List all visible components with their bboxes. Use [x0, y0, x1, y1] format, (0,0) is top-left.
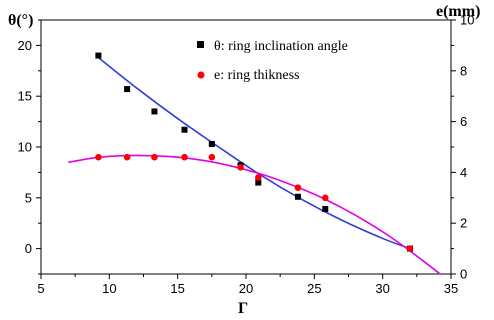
legend-label-theta: θ: ring inclination angle: [214, 39, 348, 54]
data-point-theta: [255, 179, 262, 186]
data-point-theta: [322, 205, 329, 212]
y-right-tick-label: 2: [460, 216, 467, 231]
y-right-tick-label: 0: [460, 267, 467, 282]
data-point-e: [151, 153, 158, 161]
x-tick-label: 15: [170, 281, 184, 296]
data-point-e: [294, 184, 302, 191]
y-right-tick-label: 10: [460, 13, 474, 28]
data-point-theta: [95, 52, 102, 59]
data-points: [95, 52, 414, 252]
legend-label-e: e: ring thikness: [214, 68, 300, 83]
y-left-tick-label: 5: [25, 190, 32, 205]
data-point-e: [181, 153, 188, 161]
y-left-tick-label: 0: [25, 241, 32, 256]
legend: θ: ring inclination angle e: ring thikne…: [197, 39, 348, 83]
y-left-tick-label: 15: [18, 89, 32, 104]
data-point-e: [95, 153, 102, 161]
data-point-e: [321, 194, 329, 202]
x-tick-label: 20: [239, 281, 253, 296]
y-right-tick-label: 6: [460, 114, 467, 129]
x-axis-title: Γ: [238, 300, 248, 317]
data-point-e: [254, 174, 262, 181]
data-point-e: [237, 164, 244, 171]
x-tick-label: 25: [307, 281, 321, 296]
x-tick-label: 30: [375, 281, 389, 296]
legend-marker-theta: [197, 41, 204, 48]
y-left-axis-title: θ(°): [8, 12, 33, 29]
data-point-e: [208, 153, 216, 161]
y-right-axis-title: e(mm): [436, 3, 480, 20]
x-tick-label: 35: [444, 281, 458, 296]
y-left-tick-label: 10: [18, 140, 32, 155]
data-point-theta: [294, 193, 301, 200]
data-point-theta: [208, 140, 215, 147]
data-point-e: [406, 245, 414, 252]
y-left-tick-label: 20: [18, 38, 32, 53]
y-right-tick-label: 4: [460, 165, 467, 180]
data-point-e: [123, 153, 131, 161]
data-point-theta: [151, 108, 158, 115]
data-point-theta: [124, 86, 131, 93]
data-point-theta: [181, 126, 188, 133]
fit-curve-e: [68, 154, 441, 275]
x-tick-label: 5: [37, 281, 44, 296]
fit-curves: [68, 56, 441, 275]
legend-marker-e: [197, 71, 205, 79]
y-right-tick-label: 8: [460, 63, 467, 78]
x-tick-label: 10: [102, 281, 116, 296]
